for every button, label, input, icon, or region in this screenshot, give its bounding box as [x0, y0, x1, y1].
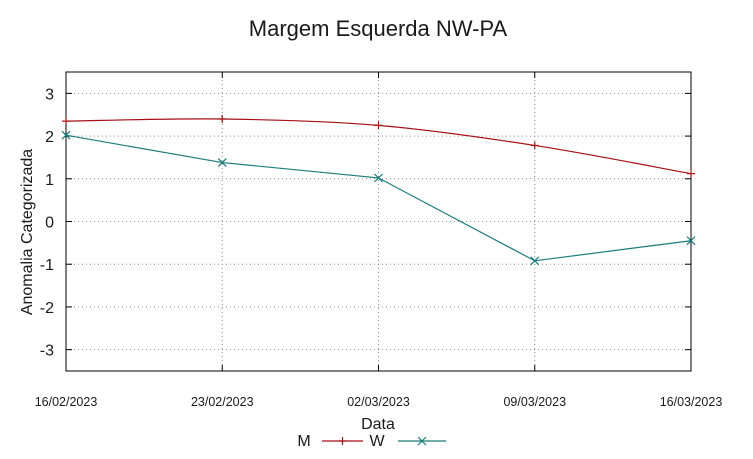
data-point-w — [217, 158, 227, 167]
legend-marker-w — [417, 436, 427, 446]
x-tick-label: 23/02/2023 — [191, 395, 254, 409]
grid — [66, 72, 691, 371]
data-point-m — [374, 121, 383, 130]
data-point-w — [374, 173, 383, 183]
legend-marker-m — [338, 437, 347, 445]
y-tick-label: -1 — [40, 257, 54, 274]
y-tick-label: 2 — [45, 129, 54, 146]
legend-label-w: W — [369, 433, 385, 450]
data-point-w — [686, 236, 696, 246]
data-point-w — [530, 256, 540, 266]
series-line-w — [65, 134, 692, 262]
x-axis-label: Data — [361, 416, 395, 433]
x-tick-label: 16/03/2023 — [660, 395, 723, 409]
chart-title: Margem Esquerda NW-PA — [249, 16, 508, 41]
y-tick-label: -2 — [40, 300, 54, 317]
data-point-w — [61, 130, 71, 140]
data-point-m — [687, 169, 695, 178]
y-tick-label: -3 — [40, 343, 54, 360]
series-group — [61, 114, 696, 266]
x-tick-label: 09/03/2023 — [503, 395, 566, 409]
y-tick-label: 1 — [45, 172, 54, 189]
y-tick-label: 3 — [45, 86, 54, 103]
y-axis: 3 2 1 0 -1 -2 -3 — [40, 86, 691, 360]
y-axis-label: Anomalia Categorizada — [19, 149, 36, 315]
x-tick-label: 02/03/2023 — [347, 395, 410, 409]
data-point-m — [62, 117, 70, 126]
y-tick-label: 0 — [45, 215, 54, 232]
data-point-m — [218, 114, 227, 123]
x-axis: 16/02/2023 23/02/2023 02/03/2023 09/03/2023… — [35, 72, 723, 409]
data-point-m — [530, 141, 539, 150]
legend-label-m: M — [297, 433, 310, 450]
x-tick-label: 16/02/2023 — [35, 395, 98, 409]
